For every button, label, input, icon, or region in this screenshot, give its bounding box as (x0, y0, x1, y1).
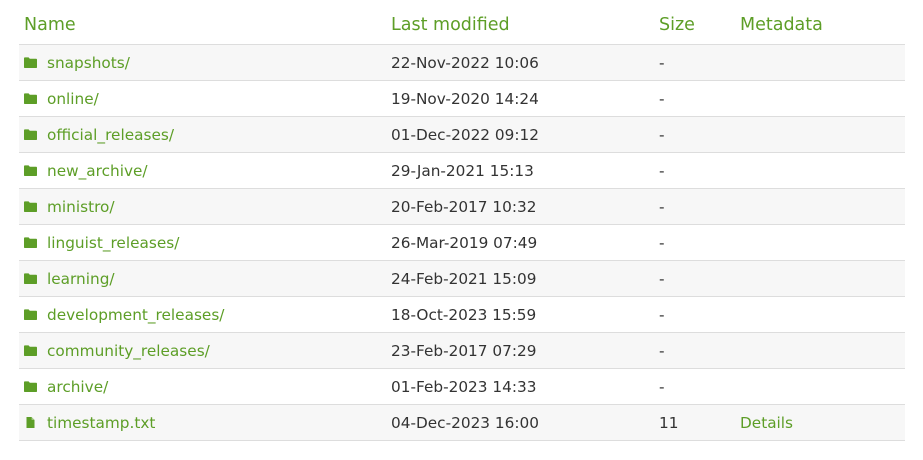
name-cell: new_archive/ (19, 152, 386, 189)
size-cell: - (654, 368, 735, 405)
folder-icon (24, 381, 37, 392)
folder-link[interactable]: online/ (47, 89, 99, 108)
folder-icon (24, 201, 37, 212)
sort-by-name-link[interactable]: Name (24, 15, 76, 35)
size-cell: - (654, 116, 735, 153)
folder-icon (24, 93, 37, 104)
last-modified-cell: 01-Dec-2022 09:12 (386, 116, 654, 153)
sort-by-last-modified-link[interactable]: Last modified (391, 15, 510, 35)
size-cell: - (654, 260, 735, 297)
table-row: linguist_releases/26-Mar-2019 07:49- (19, 224, 905, 261)
table-row: archive/01-Feb-2023 14:33- (19, 368, 905, 405)
last-modified-cell: 23-Feb-2017 07:29 (386, 332, 654, 369)
metadata-cell (735, 44, 905, 81)
name-cell-content: community_releases/ (24, 342, 386, 360)
file-icon (24, 417, 37, 428)
table-row: timestamp.txt 04-Dec-2023 16:00 11 Details (19, 404, 905, 441)
table-row: new_archive/29-Jan-2021 15:13- (19, 152, 905, 189)
name-cell: snapshots/ (19, 44, 386, 81)
folder-icon (24, 129, 37, 140)
metadata-cell (735, 152, 905, 189)
size-cell: - (654, 44, 735, 81)
name-cell: community_releases/ (19, 332, 386, 369)
folder-link[interactable]: archive/ (47, 377, 109, 396)
table-row: development_releases/18-Oct-2023 15:59- (19, 296, 905, 333)
folder-icon (24, 237, 37, 248)
name-cell: timestamp.txt (19, 404, 386, 441)
metadata-cell: Details (735, 404, 905, 441)
name-cell-content: snapshots/ (24, 54, 386, 72)
directory-listing-table: Name Last modified Size Metadata snapsho… (19, 6, 905, 441)
table-row: ministro/20-Feb-2017 10:32- (19, 188, 905, 225)
name-cell: online/ (19, 80, 386, 117)
column-header-metadata[interactable]: Metadata (735, 6, 905, 45)
folder-link[interactable]: snapshots/ (47, 53, 130, 72)
details-link[interactable]: Details (740, 413, 794, 432)
name-cell-content: development_releases/ (24, 306, 386, 324)
last-modified-cell: 18-Oct-2023 15:59 (386, 296, 654, 333)
name-cell: ministro/ (19, 188, 386, 225)
name-cell: archive/ (19, 368, 386, 405)
metadata-cell (735, 368, 905, 405)
last-modified-cell: 19-Nov-2020 14:24 (386, 80, 654, 117)
size-cell: 11 (654, 404, 735, 441)
folder-icon (24, 165, 37, 176)
last-modified-cell: 22-Nov-2022 10:06 (386, 44, 654, 81)
size-cell: - (654, 296, 735, 333)
folder-link[interactable]: new_archive/ (47, 161, 148, 180)
last-modified-cell: 29-Jan-2021 15:13 (386, 152, 654, 189)
folder-link[interactable]: linguist_releases/ (47, 233, 180, 252)
table-row: learning/24-Feb-2021 15:09- (19, 260, 905, 297)
metadata-cell (735, 260, 905, 297)
name-cell-content: archive/ (24, 378, 386, 396)
metadata-cell (735, 332, 905, 369)
table-header-row: Name Last modified Size Metadata (19, 6, 905, 45)
name-cell-content: new_archive/ (24, 162, 386, 180)
name-cell-content: linguist_releases/ (24, 234, 386, 252)
folder-link[interactable]: development_releases/ (47, 305, 225, 324)
sort-by-metadata-link[interactable]: Metadata (740, 15, 823, 35)
size-cell: - (654, 152, 735, 189)
metadata-cell (735, 224, 905, 261)
name-cell-content: official_releases/ (24, 126, 386, 144)
size-cell: - (654, 332, 735, 369)
folder-link[interactable]: ministro/ (47, 197, 115, 216)
metadata-cell (735, 80, 905, 117)
size-cell: - (654, 188, 735, 225)
name-cell-content: online/ (24, 90, 386, 108)
size-cell: - (654, 224, 735, 261)
sort-by-size-link[interactable]: Size (659, 15, 695, 35)
table-row: snapshots/22-Nov-2022 10:06- (19, 44, 905, 81)
file-link[interactable]: timestamp.txt (47, 413, 156, 432)
metadata-cell (735, 188, 905, 225)
folder-icon (24, 345, 37, 356)
last-modified-cell: 20-Feb-2017 10:32 (386, 188, 654, 225)
last-modified-cell: 01-Feb-2023 14:33 (386, 368, 654, 405)
folder-icon (24, 309, 37, 320)
folder-icon (24, 273, 37, 284)
name-cell-content: ministro/ (24, 198, 386, 216)
name-cell: official_releases/ (19, 116, 386, 153)
folder-link[interactable]: learning/ (47, 269, 115, 288)
column-header-name[interactable]: Name (19, 6, 386, 45)
name-cell: learning/ (19, 260, 386, 297)
table-row: online/19-Nov-2020 14:24- (19, 80, 905, 117)
folder-link[interactable]: community_releases/ (47, 341, 210, 360)
last-modified-cell: 24-Feb-2021 15:09 (386, 260, 654, 297)
last-modified-cell: 04-Dec-2023 16:00 (386, 404, 654, 441)
table-row: official_releases/01-Dec-2022 09:12- (19, 116, 905, 153)
table-row: community_releases/23-Feb-2017 07:29- (19, 332, 905, 369)
column-header-last-modified[interactable]: Last modified (386, 6, 654, 45)
folder-link[interactable]: official_releases/ (47, 125, 174, 144)
metadata-cell (735, 116, 905, 153)
size-cell: - (654, 80, 735, 117)
last-modified-cell: 26-Mar-2019 07:49 (386, 224, 654, 261)
name-cell-content: timestamp.txt (24, 414, 386, 432)
name-cell: development_releases/ (19, 296, 386, 333)
metadata-cell (735, 296, 905, 333)
folder-icon (24, 57, 37, 68)
column-header-size[interactable]: Size (654, 6, 735, 45)
name-cell-content: learning/ (24, 270, 386, 288)
name-cell: linguist_releases/ (19, 224, 386, 261)
